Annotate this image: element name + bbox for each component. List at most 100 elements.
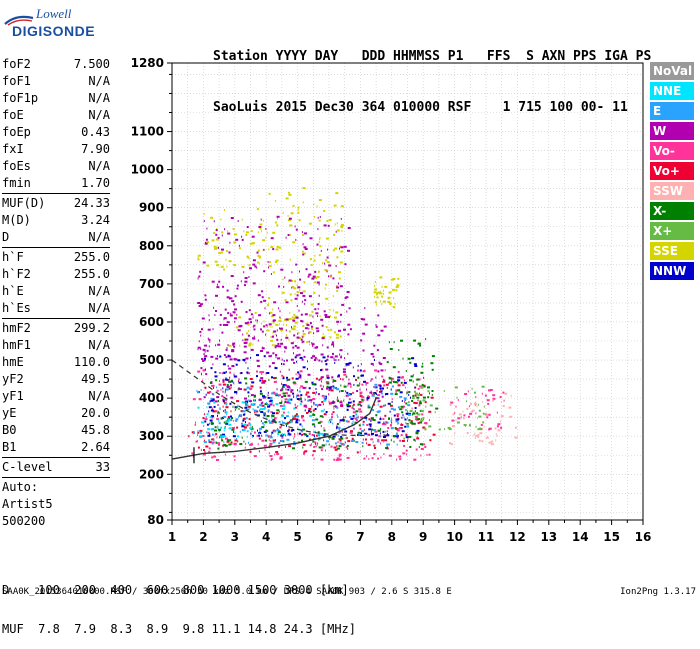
data-point-sse (284, 299, 287, 301)
data-point-w (372, 364, 374, 367)
data-point-w (284, 350, 286, 353)
data-point-w (287, 386, 291, 388)
data-point-w (225, 399, 227, 402)
data-point-sse (238, 247, 241, 250)
data-point-xminus (416, 417, 418, 420)
data-point-w (340, 313, 342, 316)
data-point-vominus (414, 415, 418, 418)
data-point-nne (206, 413, 209, 416)
data-point-e (254, 403, 256, 406)
data-point-voplus (303, 451, 306, 454)
data-point-vominus (234, 459, 236, 461)
data-point-xminus (237, 388, 239, 391)
data-point-voplus (312, 391, 316, 394)
parameters-panel: foF2 7.500 foF1 N/A foF1p N/A foE N/A foEp 0.43 fx… (2, 56, 166, 530)
data-point-vominus (256, 434, 259, 437)
data-point-xminus (408, 391, 411, 393)
data-point-w (258, 398, 262, 401)
data-point-vominus (412, 374, 414, 376)
data-point-sse (294, 280, 297, 283)
autoscale-line: Artist5 (2, 497, 53, 511)
data-point-w (285, 318, 289, 321)
data-point-voplus (323, 439, 325, 442)
data-point-vominus (221, 395, 224, 398)
data-point-vominus (263, 444, 267, 447)
param-value: N/A (88, 338, 110, 352)
data-point-voplus (356, 451, 359, 454)
data-point-e (338, 434, 340, 437)
data-point-xminus (217, 400, 219, 402)
data-point-nnw (281, 362, 282, 365)
data-point-w (231, 365, 235, 367)
data-point-w (224, 228, 226, 231)
data-point-voplus (230, 386, 232, 389)
data-point-nnw (232, 435, 236, 438)
data-point-w (339, 349, 343, 352)
data-point-nne (199, 436, 203, 438)
data-point-vominus (380, 442, 381, 445)
x-tick-label: 14 (572, 530, 589, 544)
data-point-sse (220, 265, 224, 268)
data-point-ssw (474, 432, 476, 435)
data-point-sse (316, 205, 318, 208)
data-point-sse (211, 239, 215, 242)
data-point-e (377, 403, 379, 406)
data-point-nnw (271, 431, 274, 434)
data-point-xminus (384, 404, 386, 407)
data-point-w (252, 263, 256, 266)
data-point-w (330, 274, 332, 277)
data-point-sse (216, 264, 220, 267)
data-point-sse (225, 250, 228, 253)
data-point-w (303, 355, 306, 358)
data-point-sse (313, 215, 315, 218)
data-point-voplus (430, 396, 434, 399)
data-point-vominus (361, 396, 365, 399)
data-point-nnw (339, 419, 343, 422)
data-point-nnw (230, 415, 232, 418)
data-point-vominus (219, 380, 220, 382)
data-point-voplus (243, 426, 247, 429)
data-point-xminus (230, 379, 233, 382)
data-point-xminus (388, 381, 392, 384)
data-point-sse (225, 258, 227, 261)
data-point-e (245, 417, 248, 420)
data-point-e (308, 399, 310, 402)
data-point-vominus (467, 415, 470, 418)
data-point-sse (333, 233, 335, 236)
data-point-vominus (359, 427, 362, 430)
data-point-xminus (333, 379, 336, 382)
data-point-voplus (308, 407, 312, 410)
data-point-voplus (320, 377, 323, 380)
data-point-sse (392, 306, 395, 308)
data-point-sse (298, 331, 300, 334)
data-point-w (323, 224, 327, 227)
data-point-xminus (265, 421, 266, 424)
data-point-vominus (195, 440, 198, 443)
data-point-w (250, 348, 254, 351)
data-point-xminus (216, 441, 217, 444)
data-point-sse (268, 297, 271, 299)
data-point-nnw (296, 418, 299, 421)
data-point-voplus (236, 400, 240, 403)
data-point-vominus (286, 384, 287, 386)
data-point-vominus (224, 453, 226, 456)
data-point-xminus (232, 405, 234, 408)
data-point-voplus (373, 403, 375, 406)
data-point-sse (245, 233, 248, 236)
data-point-sse (272, 308, 274, 311)
data-point-xminus (234, 408, 236, 411)
data-point-e (385, 430, 387, 433)
data-point-sse (315, 277, 317, 280)
data-point-w (324, 262, 326, 265)
data-point-e (390, 427, 394, 430)
param-row-foes: foEs N/A (2, 158, 166, 175)
data-point-sse (374, 288, 378, 291)
data-point-vominus (299, 387, 301, 390)
data-point-w (219, 323, 222, 326)
data-point-w (272, 335, 274, 338)
data-point-vominus (400, 434, 403, 437)
data-point-vominus (309, 444, 312, 447)
data-point-voplus (264, 380, 267, 383)
data-point-xminus (259, 392, 263, 395)
data-point-nnw (325, 363, 328, 366)
